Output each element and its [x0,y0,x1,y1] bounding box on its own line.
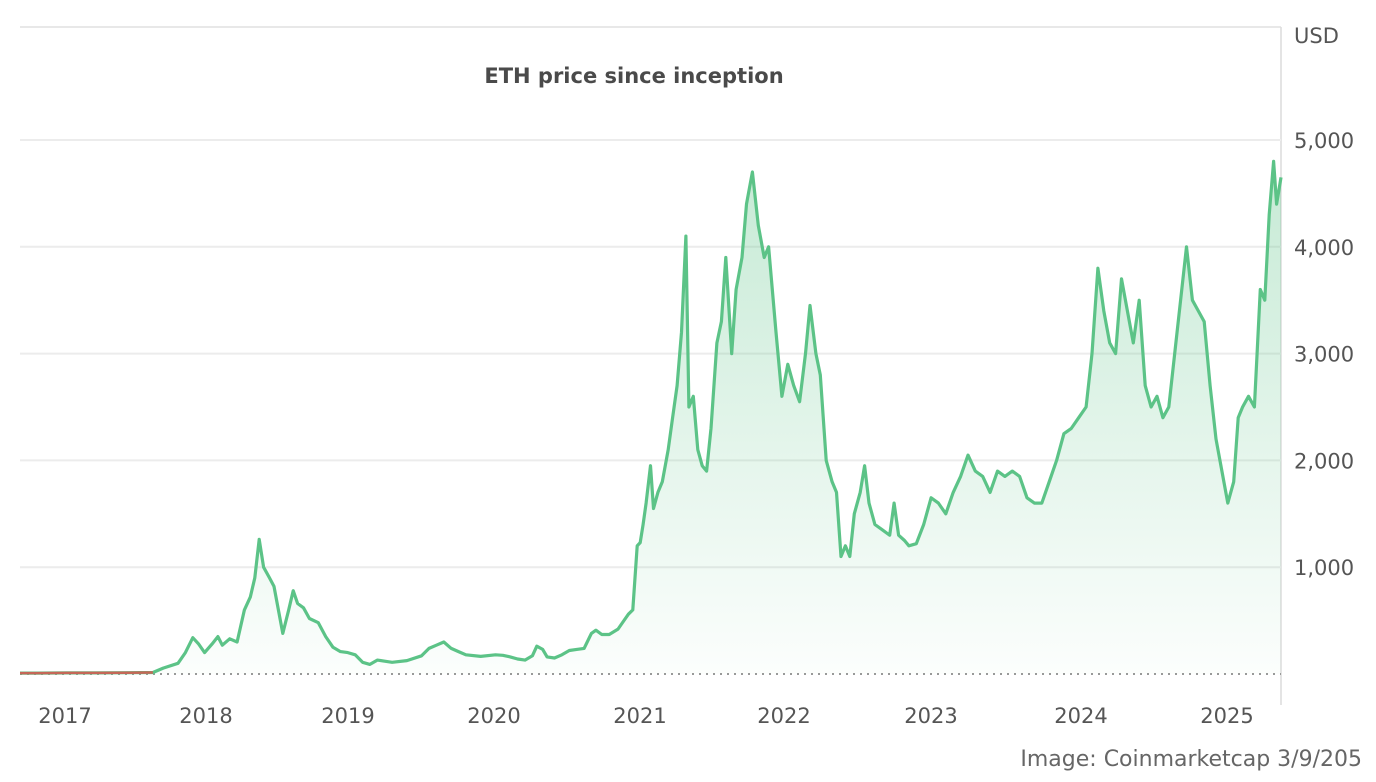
x-tick-label: 2018 [179,704,232,728]
early-price-segment [20,671,153,675]
x-tick-label: 2023 [904,704,957,728]
y-tick-label: 2,000 [1294,449,1354,473]
y-tick-label: 3,000 [1294,343,1354,367]
y-tick-label: 1,000 [1294,556,1354,580]
image-credit: Image: Coinmarketcap 3/9/205 [1020,747,1362,772]
chart-title: ETH price since inception [484,64,783,88]
y-tick-label: 5,000 [1294,129,1354,153]
y-tick-label: 4,000 [1294,236,1354,260]
price-line [20,159,1283,675]
x-tick-label: 2021 [613,704,666,728]
series-layer [20,159,1283,675]
price-area [20,161,1281,674]
x-tick-label: 2017 [38,704,91,728]
x-tick-label: 2024 [1054,704,1107,728]
unit-label: USD [1294,24,1339,48]
x-tick-label: 2020 [467,704,520,728]
x-tick-label: 2019 [321,704,374,728]
y-axis: 1,000 2,000 3,000 4,000 5,000 [1294,129,1354,580]
x-tick-label: 2022 [757,704,810,728]
x-axis: 2017 2018 2019 2020 2021 2022 2023 2024 2025 [38,704,1253,728]
x-tick-label: 2025 [1200,704,1253,728]
